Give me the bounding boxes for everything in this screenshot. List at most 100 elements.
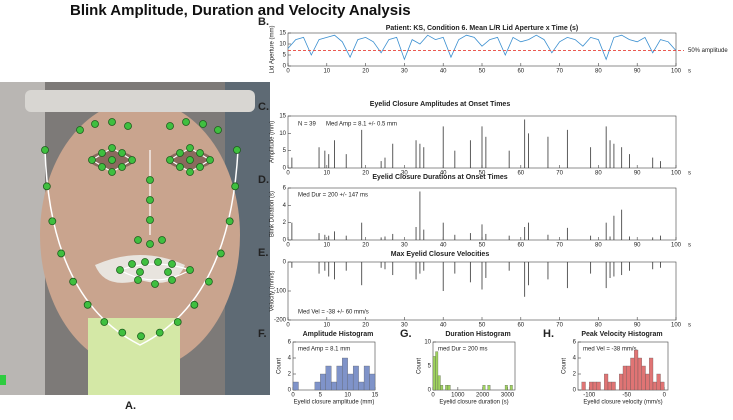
x-tick-label: 20 (362, 323, 369, 329)
x-tick-label: 40 (440, 171, 447, 177)
histogram-bar (607, 381, 612, 391)
landmark (88, 156, 96, 164)
landmark (57, 249, 66, 258)
histogram-bar (645, 373, 650, 391)
x-tick-label: 100 (671, 243, 682, 249)
x-tick-label: 90 (634, 243, 641, 249)
x-tick-label: 0 (286, 69, 290, 75)
x-tick-label: 0 (291, 393, 295, 399)
chart-title: Eyelid Closure Amplitudes at Onset Times (370, 101, 511, 108)
landmark (186, 266, 194, 274)
landmark (176, 149, 184, 157)
x-tick-label: 70 (556, 171, 563, 177)
x-tick-label: 0 (286, 171, 290, 177)
histogram-bar (482, 385, 486, 391)
histogram-bar (660, 381, 665, 391)
histogram-bar (342, 357, 348, 391)
histogram-bar (592, 381, 597, 391)
annotation: Med Vel = -38 +/- 60 mm/s (298, 310, 369, 316)
threshold-label: 50% amplitude (688, 48, 728, 54)
x-tick-label: 10 (323, 69, 330, 75)
x-tick-label: 70 (556, 323, 563, 329)
chart-title: Eyelid Closure Durations at Onset Times (372, 174, 507, 181)
landmark (158, 236, 166, 244)
landmark (42, 182, 51, 191)
histogram-bar (325, 365, 332, 391)
annotation: Med Dur = 200 +/- 147 ms (298, 193, 368, 199)
landmark (216, 249, 225, 258)
y-tick-label: 10 (279, 42, 286, 48)
landmark (199, 120, 207, 128)
x-tick-label: 10 (323, 243, 330, 249)
histogram-bar (509, 385, 513, 391)
landmark (168, 260, 176, 268)
histogram-bar (622, 365, 627, 391)
x-tick-label: 60 (517, 171, 524, 177)
chart-title: Patient: KS, Condition 6. Mean L/R Lid A… (386, 25, 579, 32)
landmark (134, 236, 142, 244)
x-tick-label: 90 (634, 171, 641, 177)
landmark (128, 156, 136, 164)
x-tick-label: 5 (319, 393, 323, 399)
landmark (196, 149, 204, 157)
x-tick-label: 40 (440, 323, 447, 329)
x-tick-label: 80 (595, 323, 602, 329)
landmark (48, 217, 57, 226)
annotation: Med Amp = 8.1 +/- 0.5 mm (326, 122, 397, 128)
y-tick-label: 0 (283, 238, 287, 244)
y-tick-label: 15 (279, 31, 286, 37)
x-tick-label: 10 (323, 323, 330, 329)
landmark (186, 168, 194, 176)
landmark (182, 118, 190, 126)
y-tick-label: -100 (274, 289, 287, 295)
histogram-bar (320, 373, 326, 391)
panel-label: F. (258, 328, 267, 340)
landmark (204, 277, 213, 286)
x-unit: s (688, 243, 691, 249)
histogram-bar (649, 357, 654, 391)
y-axis-label: Amplitude (mm) (270, 121, 276, 163)
histogram-bar (619, 373, 624, 391)
y-tick-label: 2 (288, 372, 292, 378)
x-tick-label: 10 (344, 393, 351, 399)
y-axis-label: Count (277, 358, 283, 374)
x-tick-label: 40 (440, 243, 447, 249)
landmark (116, 266, 124, 274)
landmark (91, 120, 99, 128)
histogram-bar (440, 385, 444, 391)
histogram-bar (363, 365, 370, 391)
histogram-bar (331, 381, 337, 391)
histogram-bar (358, 381, 365, 391)
histogram-bar (292, 381, 299, 391)
histogram-bar (604, 373, 609, 391)
x-tick-label: 0 (286, 323, 290, 329)
landmark (154, 258, 162, 266)
x-tick-label: 0 (663, 393, 667, 399)
x-axis-label: Eyelid closure duration (s) (439, 400, 508, 406)
marker (0, 375, 6, 385)
figure-title: Blink Amplitude, Duration and Velocity A… (70, 2, 411, 19)
landmark (196, 163, 204, 171)
landmarks (41, 118, 241, 341)
photo-wall (0, 82, 45, 395)
x-tick-label: 30 (401, 69, 408, 75)
histogram-bar (581, 381, 586, 391)
y-tick-label: 2 (283, 220, 287, 226)
landmark (168, 276, 176, 284)
landmark (166, 156, 174, 164)
annotation: med Dur = 200 ms (438, 347, 488, 353)
histogram-bar (369, 373, 376, 391)
x-tick-label: 70 (556, 69, 563, 75)
histogram-bar (504, 385, 508, 391)
x-tick-label: 60 (517, 323, 524, 329)
y-axis-label: Count (562, 358, 568, 374)
x-tick-label: 0 (286, 243, 290, 249)
landmark (231, 182, 240, 191)
histogram-bar (596, 381, 601, 391)
landmark (176, 163, 184, 171)
annotation: med Amp = 8.1 mm (298, 347, 350, 353)
panel-label: G. (400, 328, 412, 340)
landmark (206, 156, 214, 164)
x-tick-label: 100 (671, 69, 682, 75)
x-tick-label: 0 (431, 393, 435, 399)
